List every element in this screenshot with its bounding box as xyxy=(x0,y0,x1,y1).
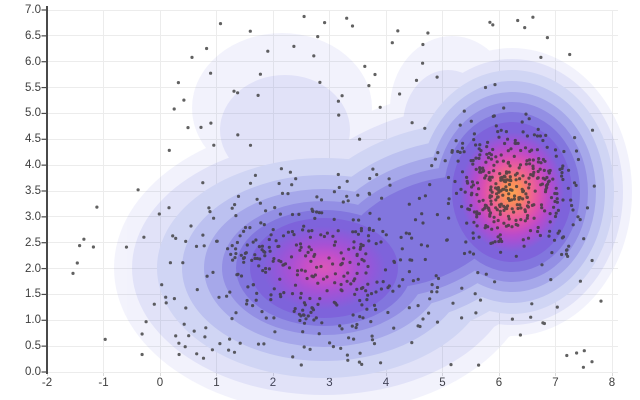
y-tick-label: 2.5 xyxy=(25,236,41,249)
y-tick-label: 2.0 xyxy=(25,262,41,275)
x-tick-mark xyxy=(611,372,613,376)
x-tick-label: 2 xyxy=(255,376,291,390)
x-tick-label: 8 xyxy=(608,377,616,389)
y-tick-label: 0.0 xyxy=(25,366,41,378)
y-gridline xyxy=(47,138,618,140)
y-gridline xyxy=(47,61,618,63)
y-tick-label: 7.0 xyxy=(25,4,41,16)
x-tick-mark xyxy=(216,372,217,376)
x-tick-mark xyxy=(159,372,161,376)
x-tick-mark xyxy=(103,372,104,376)
x-tick-mark xyxy=(442,372,443,376)
x-tick-label: -2 xyxy=(41,377,53,389)
x-tick-label: 3 xyxy=(312,376,348,390)
y-tick-label: 5.0 xyxy=(25,107,41,120)
x-tick-label: -1 xyxy=(98,377,109,389)
x-tick-label: 5 xyxy=(425,376,461,390)
y-gridline xyxy=(47,87,618,89)
y-gridline xyxy=(47,35,618,37)
x-tick-mark xyxy=(498,372,500,376)
y-tick-label: 6.5 xyxy=(25,29,41,42)
kde-density-layer xyxy=(114,33,632,400)
y-tick-label: 4.0 xyxy=(25,159,41,172)
y-tick-label: 5.5 xyxy=(25,81,41,94)
x-tick-mark xyxy=(385,372,387,376)
x-tick-mark xyxy=(272,372,274,376)
y-gridline xyxy=(47,9,618,11)
x-tick-label: 7 xyxy=(552,377,559,389)
y-tick-label: 0.5 xyxy=(25,340,41,353)
y-tick-label: 3.0 xyxy=(25,210,41,223)
x-tick-label: 6 xyxy=(495,377,503,389)
x-tick-label: 4 xyxy=(368,376,404,390)
y-tick-label: 3.5 xyxy=(25,185,41,197)
y-tick-label: 1.5 xyxy=(25,288,41,301)
x-tick-mark xyxy=(555,372,556,376)
x-tick-label: 0 xyxy=(156,377,164,389)
y-axis xyxy=(41,6,48,374)
y-gridline xyxy=(47,112,618,114)
scatter-points-layer xyxy=(71,14,603,369)
y-tick-label: 1.0 xyxy=(25,314,41,327)
y-tick-label: 4.5 xyxy=(25,133,41,146)
x-tick-label: 1 xyxy=(199,376,235,390)
y-tick-label: 6.0 xyxy=(25,55,41,68)
